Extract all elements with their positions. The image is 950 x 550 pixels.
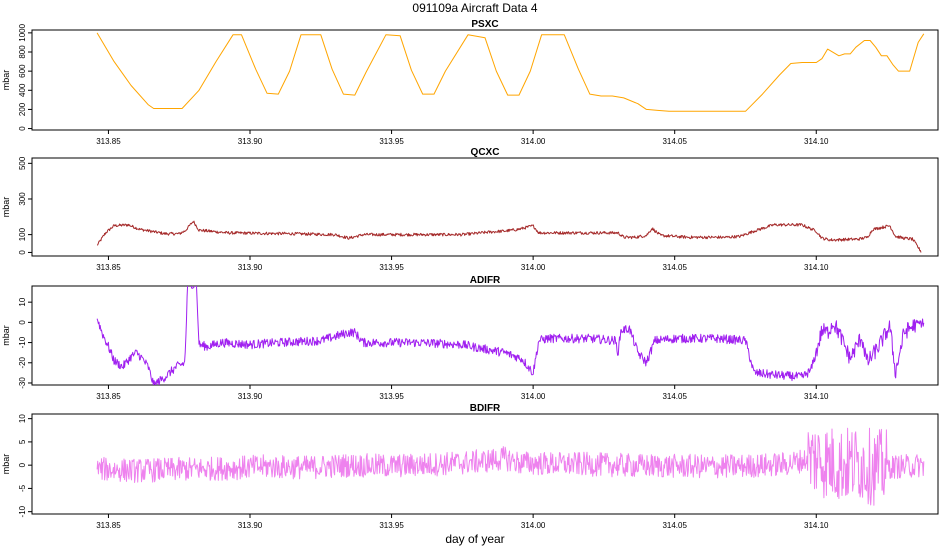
x-tick-label: 314.10 (804, 521, 829, 530)
y-tick-label: -30 (18, 377, 27, 389)
x-tick-label: 313.95 (379, 137, 404, 146)
x-tick-label: 313.90 (238, 263, 263, 272)
y-tick-label: 0 (18, 126, 27, 131)
series-line (96, 32, 925, 112)
y-tick-label: 0 (18, 320, 27, 325)
panel-title: BDIFR (470, 403, 501, 414)
y-tick-label: 1000 (18, 23, 27, 41)
panel-title: PSXC (471, 19, 498, 30)
y-tick-label: 300 (18, 192, 27, 206)
y-axis-label: mbar (1, 454, 11, 475)
panel-bdifr: BDIFR mbar 313.85 313.90 313.95 314.00 314.05 3… (1, 403, 939, 530)
y-tick-label: -5 (18, 484, 27, 492)
y-tick-label: 0 (18, 462, 27, 467)
figure-title: 091109a Aircraft Data 4 (412, 1, 538, 15)
x-tick-label: 313.90 (238, 521, 263, 530)
series-line (96, 427, 925, 506)
y-tick-label: -20 (18, 356, 27, 368)
y-tick-label: 0 (18, 250, 27, 255)
y-tick-label: -10 (18, 505, 27, 517)
panel-title: ADIFR (470, 275, 501, 286)
x-tick-label: 314.05 (662, 392, 687, 401)
y-tick-label: 500 (18, 156, 27, 170)
x-tick-label: 314.00 (521, 392, 546, 401)
x-tick-label: 313.85 (96, 137, 121, 146)
y-axis-label: mbar (1, 325, 11, 346)
x-tick-label: 313.85 (96, 392, 121, 401)
plot-frame (31, 285, 939, 386)
y-axis-label: mbar (1, 70, 11, 91)
plot-frame (31, 413, 939, 515)
x-tick-label: 314.10 (804, 263, 829, 272)
x-tick-label: 314.00 (521, 521, 546, 530)
y-tick-label: 400 (18, 83, 27, 97)
series-line (97, 220, 922, 253)
x-tick-label: 314.05 (662, 137, 687, 146)
panel-qcxc: QCXC mbar 313.85 313.90 313.95 314.00 314.05 31… (1, 147, 939, 272)
y-tick-label: 600 (18, 64, 27, 78)
x-tick-label: 313.95 (379, 392, 404, 401)
x-tick-label: 313.95 (379, 263, 404, 272)
panel-adifr: ADIFR mbar 313.85 313.90 313.95 314.00 314.05 3… (1, 275, 939, 401)
y-tick-label: 5 (18, 439, 27, 444)
x-tick-label: 314.00 (521, 263, 546, 272)
x-tick-label: 313.85 (96, 263, 121, 272)
y-tick-label: 10 (18, 297, 27, 306)
y-tick-label: 800 (18, 45, 27, 59)
x-tick-label: 313.90 (238, 392, 263, 401)
x-tick-label: 314.10 (804, 392, 829, 401)
x-tick-label: 313.90 (238, 137, 263, 146)
chart-panels: PSXC mbar 313.85 313.90 313.95 314.00 314.05 31… (1, 19, 939, 530)
x-tick-label: 314.10 (804, 137, 829, 146)
series-line (96, 286, 925, 385)
x-tick-label: 313.85 (96, 521, 121, 530)
y-tick-label: 10 (18, 414, 27, 423)
x-tick-label: 314.05 (662, 263, 687, 272)
y-tick-label: -10 (18, 336, 27, 348)
x-axis-title: day of year (445, 532, 504, 546)
x-tick-label: 314.00 (521, 137, 546, 146)
plot-frame (31, 29, 939, 131)
y-tick-label: 200 (18, 102, 27, 116)
panel-title: QCXC (471, 147, 500, 158)
panel-psxc: PSXC mbar 313.85 313.90 313.95 314.00 314.05 31… (1, 19, 939, 146)
x-tick-label: 314.05 (662, 521, 687, 530)
y-tick-label: 100 (18, 227, 27, 241)
plot-frame (31, 157, 939, 257)
y-axis-label: mbar (1, 197, 11, 218)
x-tick-label: 313.95 (379, 521, 404, 530)
